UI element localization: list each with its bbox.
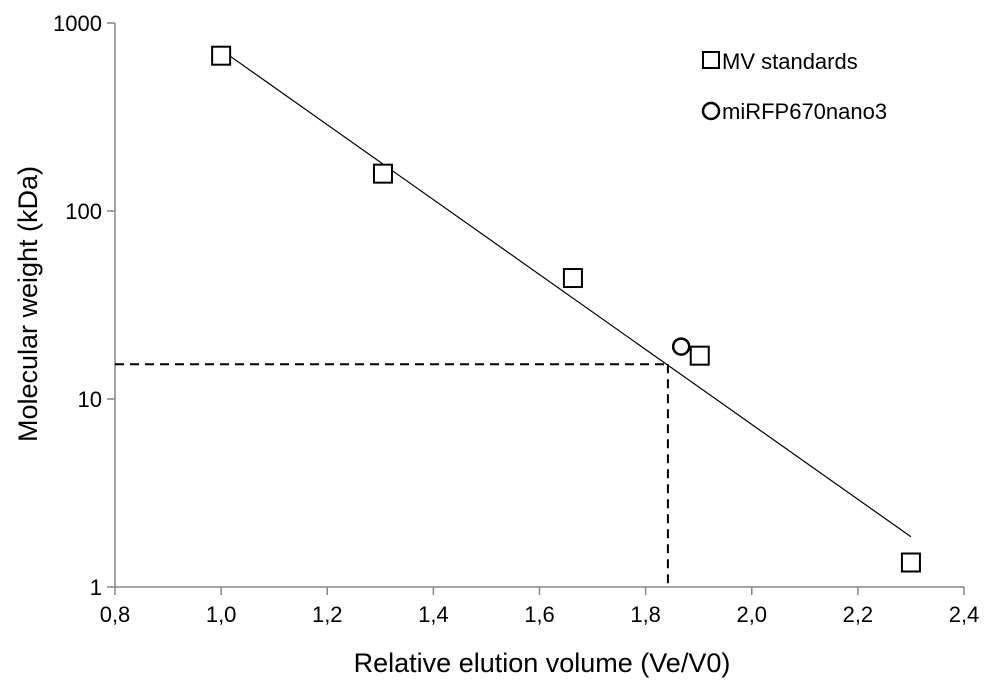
data-point-square: [689, 345, 710, 366]
y-tick-label: 1000: [53, 11, 102, 36]
data-point-square: [562, 268, 583, 289]
x-tick-label: 1,0: [206, 602, 237, 627]
x-tick-label: 2,4: [949, 602, 980, 627]
legend: MV standards miRFP670nano3: [701, 49, 887, 124]
plot-lines: [115, 49, 912, 587]
x-tick-label: 1,8: [630, 602, 661, 627]
x-tick-label: 0,8: [100, 602, 131, 627]
y-tick-label: 100: [65, 199, 102, 224]
axes: 1 10 100 1000 0,8 1,0 1,2 1,4 1,6 1,8 2,0 2,2 2,4: [53, 11, 979, 627]
x-tick-label: 2,2: [843, 602, 874, 627]
x-axis-title: Relative elution volume (Ve/V0): [354, 648, 731, 678]
data-points: [211, 45, 921, 573]
x-tick-label: 2,0: [736, 602, 767, 627]
data-point-square: [372, 163, 393, 184]
legend-square-marker: [702, 51, 720, 69]
x-tick-label: 1,6: [524, 602, 555, 627]
x-tick-label: 1,4: [418, 602, 449, 627]
y-tick-label: 1: [90, 575, 102, 600]
legend-circle-marker: [701, 101, 721, 121]
trendline: [220, 49, 912, 538]
data-point-circle: [671, 337, 691, 356]
x-tick-label: 1,2: [312, 602, 343, 627]
legend-label-mirfp670nano3: miRFP670nano3: [722, 99, 887, 124]
y-axis-title: Molecular weight (kDa): [13, 166, 43, 442]
data-point-square: [900, 552, 921, 573]
data-point-square: [211, 45, 232, 66]
y-tick-label: 10: [78, 387, 102, 412]
legend-label-mv-standards: MV standards: [722, 49, 858, 74]
